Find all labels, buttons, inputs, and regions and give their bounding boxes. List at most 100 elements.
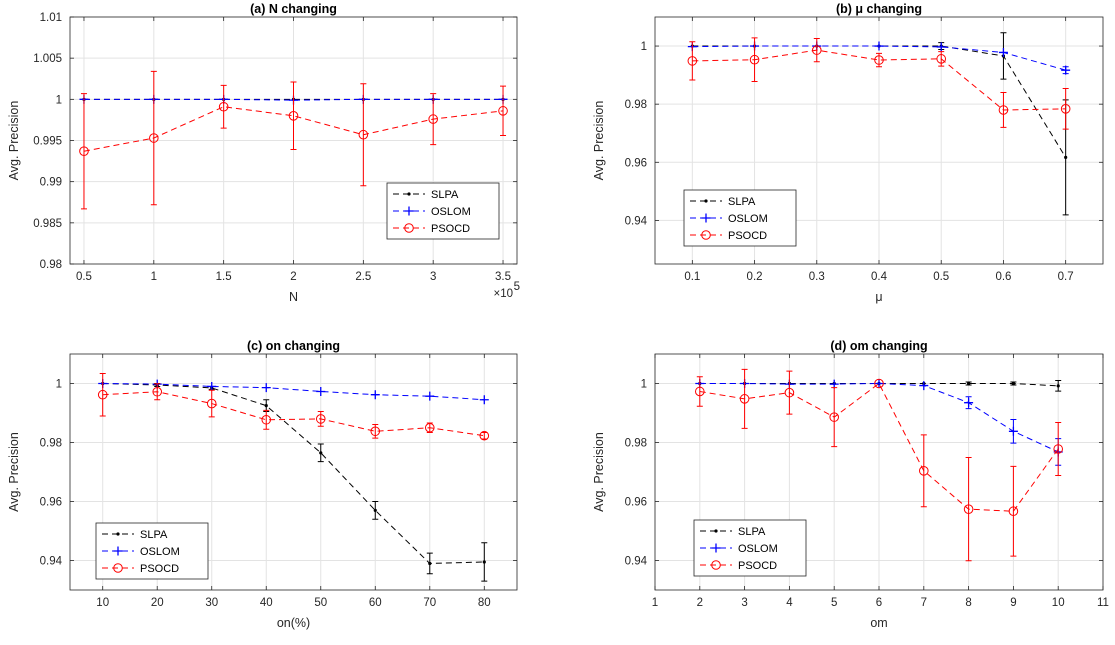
x-tick-label: 70 — [423, 597, 436, 609]
legend-entry-oslom: OSLOM — [690, 213, 768, 225]
x-tick-label: 40 — [260, 597, 273, 609]
y-tick-label: 1 — [56, 379, 62, 391]
axes-frame — [69, 353, 518, 591]
x-tick-label: 0.6 — [995, 271, 1011, 283]
marker-plus-oslom — [919, 381, 929, 391]
marker-circle-psocd — [424, 422, 435, 433]
error-bar — [1055, 421, 1062, 477]
marker-circle-psocd — [261, 414, 272, 425]
x-tick-label: 9 — [1010, 597, 1016, 609]
y-axis-label: Avg. Precision — [592, 101, 606, 181]
legend-entry-psocd: PSOCD — [700, 560, 777, 572]
series-line — [102, 383, 485, 564]
legend-label: PSOCD — [140, 563, 179, 575]
series-line — [699, 382, 1059, 512]
legend: SLPA OSLOM PSOCD — [95, 522, 209, 580]
x-tick-label: 0.2 — [747, 271, 763, 283]
x-tick-label: 0.4 — [871, 271, 888, 283]
marker-point-slpa — [116, 532, 120, 536]
y-tick-label: 0.98 — [625, 99, 647, 111]
marker-point-slpa — [704, 199, 708, 203]
legend: SLPA OSLOM PSOCD — [693, 519, 807, 577]
x-tick-label: 2.5 — [355, 271, 371, 283]
marker-point-slpa — [1011, 381, 1016, 386]
subplot-4: 1 2 3 4 5 6 7 8 9 10 11 0.94 0.96 0.98 1 (d) om changin… — [592, 339, 1109, 630]
x-tick-label: 2 — [290, 271, 296, 283]
marker-circle-psocd — [404, 223, 414, 233]
subplot-3: 10 20 30 40 50 60 70 80 0.94 0.96 0.98 1 (c) on chan… — [7, 339, 518, 630]
y-tick-label: 0.94 — [625, 556, 648, 568]
marker-point-slpa — [1056, 384, 1060, 388]
x-tick-label: 0.3 — [809, 271, 825, 283]
legend-label: PSOCD — [738, 560, 777, 572]
x-tick-label: 1 — [151, 271, 157, 283]
x-tick-label: 50 — [314, 597, 327, 609]
x-tick-label: 20 — [151, 597, 164, 609]
marker-circle-psocd — [829, 412, 840, 422]
legend-label: PSOCD — [431, 223, 470, 235]
marker-point-slpa — [428, 561, 432, 566]
marker-circle-psocd — [784, 387, 795, 398]
legend-entry-psocd: PSOCD — [102, 563, 179, 575]
series-psocd — [97, 372, 490, 441]
x-axis-label: N — [289, 290, 298, 304]
chart-title: (c) on changing — [247, 339, 340, 353]
chart-title: (a) N changing — [250, 2, 337, 16]
marker-circle-psocd — [152, 386, 163, 397]
error-bar — [481, 431, 488, 440]
y-axis-label: Avg. Precision — [7, 432, 21, 512]
marker-point-slpa — [373, 508, 377, 512]
marker-circle-psocd — [739, 394, 750, 404]
marker-circle-psocd — [79, 146, 89, 157]
x-tick-label: 7 — [921, 597, 927, 609]
legend-entry-slpa: SLPA — [102, 529, 168, 541]
marker-circle-psocd — [97, 389, 108, 400]
x-tick-label: 0.5 — [933, 271, 949, 283]
legend-entry-oslom: OSLOM — [102, 546, 180, 558]
x-tick-label: 3 — [430, 271, 436, 283]
marker-circle-psocd — [874, 378, 884, 389]
marker-plus-oslom — [936, 42, 946, 52]
marker-point-slpa — [482, 560, 486, 564]
marker-point-slpa — [1064, 155, 1068, 159]
legend-entry-psocd: PSOCD — [393, 223, 470, 235]
marker-circle-psocd — [687, 56, 698, 66]
marker-circle-psocd — [874, 55, 884, 65]
x-axis-label: μ — [875, 290, 882, 304]
y-tick-label: 0.995 — [33, 136, 62, 148]
y-tick-label: 1 — [56, 94, 62, 106]
legend: SLPA OSLOM PSOCD — [386, 182, 500, 240]
legend: SLPA OSLOM PSOCD — [683, 189, 797, 247]
x-tick-label: 1.5 — [216, 271, 232, 283]
legend-label: SLPA — [738, 526, 766, 538]
marker-plus-oslom — [874, 41, 884, 51]
x-tick-label: 10 — [1052, 597, 1065, 609]
marker-circle-psocd — [701, 230, 711, 240]
x-tick-label: 0.1 — [684, 271, 700, 283]
marker-plus-oslom — [370, 390, 380, 400]
marker-plus-oslom — [425, 391, 435, 401]
error-bar — [290, 81, 297, 151]
legend-label: PSOCD — [728, 230, 767, 242]
error-bar — [1010, 465, 1017, 557]
marker-circle-psocd — [749, 54, 760, 65]
series-line — [692, 49, 1066, 111]
y-tick-label: 0.94 — [625, 215, 648, 227]
legend-label: OSLOM — [738, 543, 778, 555]
marker-plus-oslom — [479, 395, 489, 405]
marker-plus-oslom — [829, 379, 839, 389]
marker-point-slpa — [319, 451, 323, 455]
y-tick-label: 1.01 — [40, 12, 62, 24]
marker-circle-psocd — [370, 426, 381, 437]
marker-circle-psocd — [711, 560, 721, 570]
error-bar — [99, 372, 106, 417]
y-tick-label: 0.94 — [40, 556, 63, 568]
y-tick-label: 0.96 — [625, 497, 647, 509]
series-line — [83, 106, 504, 152]
marker-plus-oslom — [711, 543, 721, 553]
marker-circle-psocd — [811, 45, 822, 55]
x-tick-label: 10 — [96, 597, 109, 609]
marker-plus-oslom — [404, 206, 414, 216]
marker-circle-psocd — [149, 133, 159, 143]
